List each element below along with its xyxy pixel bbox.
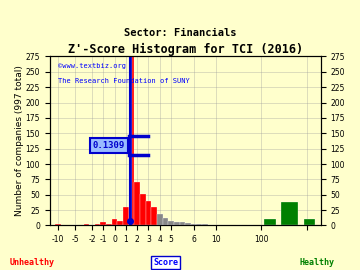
- Bar: [95, 224, 100, 225]
- Bar: [185, 223, 191, 225]
- Bar: [140, 194, 146, 225]
- Bar: [197, 224, 202, 225]
- Bar: [146, 201, 151, 225]
- Text: Score: Score: [153, 258, 178, 267]
- Text: Unhealthy: Unhealthy: [10, 258, 55, 267]
- Bar: [304, 219, 315, 225]
- Bar: [168, 221, 174, 225]
- Y-axis label: Number of companies (997 total): Number of companies (997 total): [15, 66, 24, 216]
- Bar: [84, 224, 89, 225]
- Bar: [151, 207, 157, 225]
- Text: Sector: Financials: Sector: Financials: [124, 28, 236, 38]
- Bar: [191, 224, 197, 225]
- Bar: [129, 56, 131, 225]
- Bar: [157, 214, 163, 225]
- Bar: [264, 219, 276, 225]
- Text: 0.1309: 0.1309: [93, 141, 125, 150]
- Text: The Research Foundation of SUNY: The Research Foundation of SUNY: [58, 78, 189, 85]
- Bar: [117, 221, 123, 225]
- Bar: [281, 202, 298, 225]
- Text: ©www.textbiz.org: ©www.textbiz.org: [58, 63, 126, 69]
- Bar: [174, 222, 180, 225]
- Bar: [55, 224, 61, 225]
- Bar: [106, 224, 112, 225]
- Bar: [163, 218, 168, 225]
- Bar: [129, 56, 134, 225]
- Bar: [100, 222, 106, 225]
- Bar: [123, 207, 129, 225]
- Bar: [202, 224, 208, 225]
- Text: Healthy: Healthy: [299, 258, 334, 267]
- Bar: [112, 219, 117, 225]
- Bar: [134, 183, 140, 225]
- Title: Z'-Score Histogram for TCI (2016): Z'-Score Histogram for TCI (2016): [68, 43, 303, 56]
- Bar: [180, 222, 185, 225]
